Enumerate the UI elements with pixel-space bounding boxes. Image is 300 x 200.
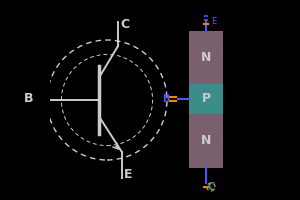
Bar [189, 84, 223, 114]
Bar [189, 31, 223, 84]
Bar [189, 114, 223, 168]
Text: E: E [124, 168, 133, 182]
Text: P: P [201, 92, 211, 106]
Text: C: C [120, 19, 129, 31]
Text: E: E [212, 17, 217, 25]
Text: B: B [162, 94, 170, 104]
Text: N: N [201, 51, 211, 64]
Text: N: N [201, 134, 211, 148]
Text: B: B [24, 92, 34, 104]
Text: C: C [207, 182, 214, 192]
